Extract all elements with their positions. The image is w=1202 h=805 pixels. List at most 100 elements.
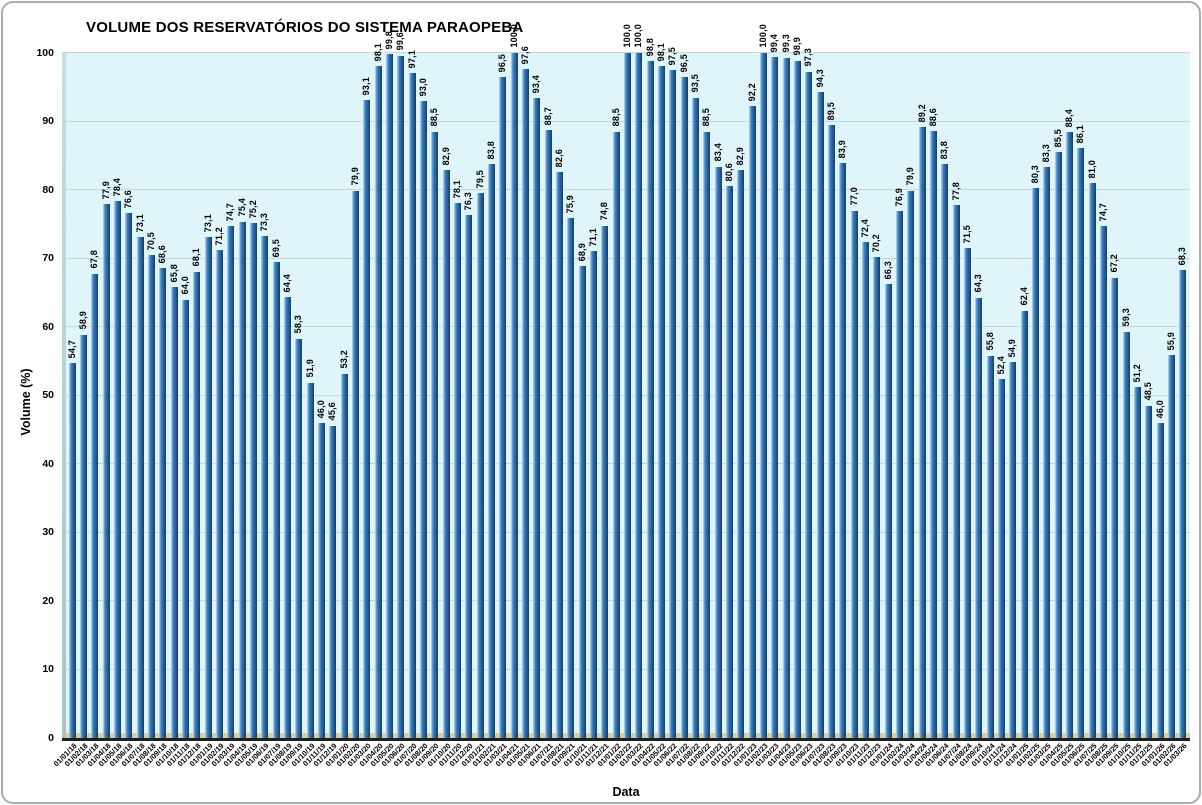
bar-slot: 99,6 bbox=[395, 32, 407, 738]
bar bbox=[714, 166, 722, 738]
bar bbox=[284, 296, 292, 738]
bar-value-label: 75,9 bbox=[565, 194, 576, 214]
bar bbox=[159, 268, 167, 738]
bar bbox=[533, 98, 541, 738]
bar bbox=[386, 54, 394, 738]
bar-slot: 78,1 bbox=[452, 53, 463, 738]
bar-slot: 88,5 bbox=[429, 53, 441, 738]
bar bbox=[703, 131, 711, 738]
bar-value-label: 82,6 bbox=[553, 148, 564, 168]
bar-value-label: 65,8 bbox=[168, 263, 179, 283]
bar-slot: 86,1 bbox=[1075, 53, 1087, 738]
bar-slot: 98,1 bbox=[656, 43, 667, 738]
bar-slot: 96,5 bbox=[679, 53, 690, 738]
bar bbox=[646, 61, 654, 738]
bar-slot: 75,9 bbox=[565, 53, 577, 738]
bar bbox=[374, 66, 382, 738]
bar-value-label: 97,6 bbox=[519, 46, 530, 65]
bar bbox=[454, 203, 462, 738]
bar-slot: 85,5 bbox=[1053, 53, 1064, 738]
bar-slot: 97,3 bbox=[803, 48, 815, 738]
y-tick-label: 10 bbox=[42, 663, 54, 675]
bar bbox=[465, 215, 473, 738]
bar-slot: 93,0 bbox=[418, 53, 429, 738]
bar bbox=[941, 163, 949, 738]
bar-value-label: 51,9 bbox=[304, 359, 315, 378]
bar-slot: 69,5 bbox=[271, 53, 282, 738]
bar-value-label: 98,1 bbox=[655, 42, 666, 62]
bar-slot: 64,4 bbox=[282, 53, 293, 738]
bar bbox=[1145, 405, 1153, 738]
bar bbox=[1100, 226, 1108, 738]
bar-value-label: 89,2 bbox=[916, 103, 927, 122]
bar-slot: 58,9 bbox=[78, 53, 89, 738]
bars-container: 54,7 58,9 67,8 77,9 78,4 76,6 73,1 70,5 68,6 65,8… bbox=[67, 24, 1189, 738]
bar-value-label: 88,6 bbox=[927, 107, 938, 127]
bar-value-label: 93,0 bbox=[417, 77, 428, 96]
bar-value-label: 52,4 bbox=[995, 355, 1006, 375]
bar bbox=[612, 131, 620, 738]
bar-slot: 74,7 bbox=[1098, 53, 1109, 738]
bar-value-label: 97,3 bbox=[803, 48, 814, 67]
bar-value-label: 96,5 bbox=[497, 53, 508, 72]
bar-slot: 96,5 bbox=[497, 53, 509, 738]
bar-slot: 88,7 bbox=[543, 53, 554, 738]
bar-value-label: 77,8 bbox=[950, 181, 961, 201]
bar-slot: 73,1 bbox=[135, 53, 146, 738]
bar-value-label: 100,0 bbox=[621, 24, 632, 48]
bar bbox=[510, 53, 518, 738]
bar-slot: 99,4 bbox=[769, 34, 781, 738]
bar-value-label: 68,3 bbox=[1177, 246, 1188, 266]
bar bbox=[295, 338, 303, 738]
bar-slot: 97,1 bbox=[406, 49, 418, 738]
bar-value-label: 58,9 bbox=[77, 311, 88, 330]
bar-value-label: 79,5 bbox=[474, 170, 485, 189]
bar-slot: 71,1 bbox=[588, 53, 599, 738]
bar-slot: 76,9 bbox=[894, 53, 905, 738]
bar-slot: 68,1 bbox=[191, 53, 203, 738]
bar-value-label: 93,5 bbox=[689, 74, 700, 93]
bar bbox=[170, 287, 178, 738]
bar bbox=[522, 69, 530, 738]
bar-slot: 100,0 bbox=[758, 24, 769, 738]
bar-value-label: 62,4 bbox=[1018, 287, 1029, 306]
bar-slot: 74,8 bbox=[599, 53, 611, 738]
bar-value-label: 75,2 bbox=[247, 199, 258, 218]
bar bbox=[862, 242, 870, 738]
x-axis-ticks: 01/01/18 01/02/18 01/03/18 01/04/18 01/05/18… bbox=[51, 741, 1189, 787]
bar-slot: 55,8 bbox=[985, 53, 996, 738]
bar bbox=[1122, 331, 1130, 738]
bar bbox=[1054, 152, 1062, 738]
bar bbox=[794, 60, 802, 738]
bar-slot: 70,2 bbox=[871, 53, 883, 738]
bar-value-label: 83,8 bbox=[939, 140, 950, 159]
bar-value-label: 80,6 bbox=[723, 162, 734, 181]
bar bbox=[998, 379, 1006, 738]
gridline bbox=[62, 52, 1190, 53]
bar bbox=[272, 261, 280, 738]
bar-slot: 77,0 bbox=[849, 53, 860, 738]
bar-slot: 79,5 bbox=[475, 53, 486, 738]
bar bbox=[499, 76, 507, 738]
bar-value-label: 88,4 bbox=[1063, 109, 1074, 128]
bar bbox=[352, 190, 360, 738]
y-tick-label: 70 bbox=[42, 252, 54, 264]
bar bbox=[556, 172, 564, 738]
bar bbox=[227, 226, 235, 738]
bar-value-label: 78,4 bbox=[111, 177, 122, 196]
bar bbox=[363, 100, 371, 738]
bar bbox=[578, 266, 586, 738]
chart-title: VOLUME DOS RESERVATÓRIOS DO SISTEMA PARA… bbox=[86, 19, 524, 36]
bar bbox=[1111, 277, 1119, 738]
bar-slot: 67,2 bbox=[1109, 53, 1121, 738]
bar bbox=[397, 55, 405, 738]
bar-slot: 80,3 bbox=[1030, 53, 1041, 738]
bar-value-label: 97,1 bbox=[406, 49, 417, 68]
bar bbox=[624, 53, 632, 738]
bar-value-label: 66,3 bbox=[882, 260, 893, 279]
bar-slot: 71,2 bbox=[214, 53, 225, 738]
bar-value-label: 82,9 bbox=[735, 146, 746, 166]
bar bbox=[771, 57, 779, 738]
bar-value-label: 98,8 bbox=[644, 37, 655, 57]
bar bbox=[125, 213, 133, 738]
